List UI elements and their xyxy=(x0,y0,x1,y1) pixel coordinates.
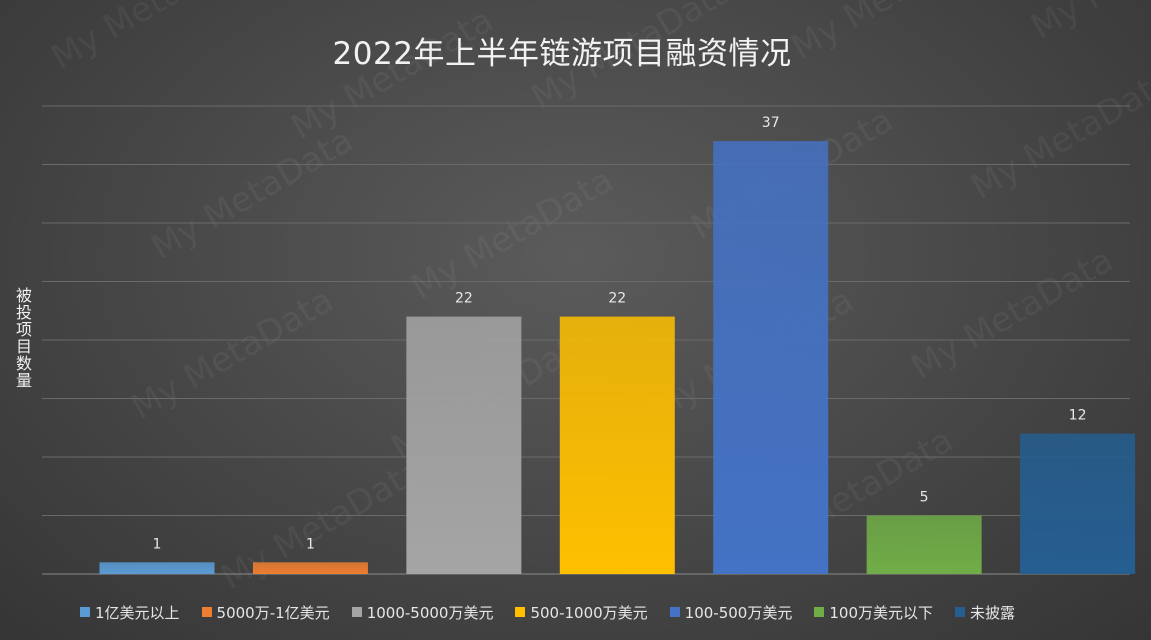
bar-3 xyxy=(559,316,675,574)
y-axis-title: 被投项目数量 xyxy=(15,286,32,390)
legend-swatch xyxy=(515,607,526,617)
legend-item: 5000万-1亿美元 xyxy=(201,602,330,623)
data-label-0: 1 xyxy=(153,536,162,552)
legend-label: 100-500万美元 xyxy=(684,603,793,622)
bar-5 xyxy=(866,515,982,574)
legend-label: 500-1000万美元 xyxy=(530,603,648,622)
watermark-text: My MetaData xyxy=(45,0,261,78)
watermark-text: My MetaData xyxy=(405,160,621,308)
legend-item: 1000-5000万美元 xyxy=(351,602,494,623)
legend-swatch xyxy=(669,607,680,617)
data-labels: 1 1 22 22 37 5 12 xyxy=(153,115,1087,552)
chart-title: 2022年上半年链游项目融资情况 xyxy=(332,36,792,72)
watermark-text: My MetaData xyxy=(965,60,1151,208)
legend-swatch xyxy=(351,607,362,617)
bar-6 xyxy=(1020,433,1136,574)
legend-swatch xyxy=(80,607,90,617)
watermark-text: My MetaData xyxy=(1025,0,1151,48)
legend-item: 500-1000万美元 xyxy=(515,602,648,623)
legend-label: 1000-5000万美元 xyxy=(366,603,494,622)
bars xyxy=(99,141,1136,574)
bar-1 xyxy=(252,562,368,574)
watermark-text: My MetaData xyxy=(905,240,1121,388)
legend-label: 1亿美元以上 xyxy=(95,603,180,622)
legend-swatch xyxy=(201,607,212,617)
legend-swatch xyxy=(814,607,825,617)
legend-item: 未披露 xyxy=(955,602,1015,623)
bar-0 xyxy=(99,562,215,574)
legend-label: 100万美元以下 xyxy=(829,603,933,622)
data-label-5: 5 xyxy=(920,490,929,506)
watermark-text: My MetaData xyxy=(125,280,341,428)
legend-item: 100-500万美元 xyxy=(669,602,793,623)
data-label-3: 22 xyxy=(608,291,626,307)
watermark-text: My MetaData xyxy=(145,120,361,268)
bar-2 xyxy=(406,316,522,574)
legend-swatch xyxy=(955,607,965,617)
watermark-text: My MetaData xyxy=(525,0,741,118)
data-label-6: 12 xyxy=(1069,408,1087,424)
watermark-text: My MetaData xyxy=(285,0,501,148)
watermark-text: My MetaData xyxy=(215,450,431,598)
data-label-1: 1 xyxy=(306,536,315,552)
bar-4 xyxy=(713,141,829,574)
legend-item: 100万美元以下 xyxy=(814,602,933,623)
data-label-4: 37 xyxy=(762,115,780,131)
watermark-text: My MetaData xyxy=(785,0,1001,68)
legend: 1亿美元以上 5000万-1亿美元 1000-5000万美元 500-1000万美元 1… xyxy=(80,601,1120,623)
data-label-2: 22 xyxy=(455,291,473,307)
legend-item: 1亿美元以上 xyxy=(80,602,180,623)
legend-label: 未披露 xyxy=(970,603,1016,622)
legend-label: 5000万-1亿美元 xyxy=(216,603,330,622)
